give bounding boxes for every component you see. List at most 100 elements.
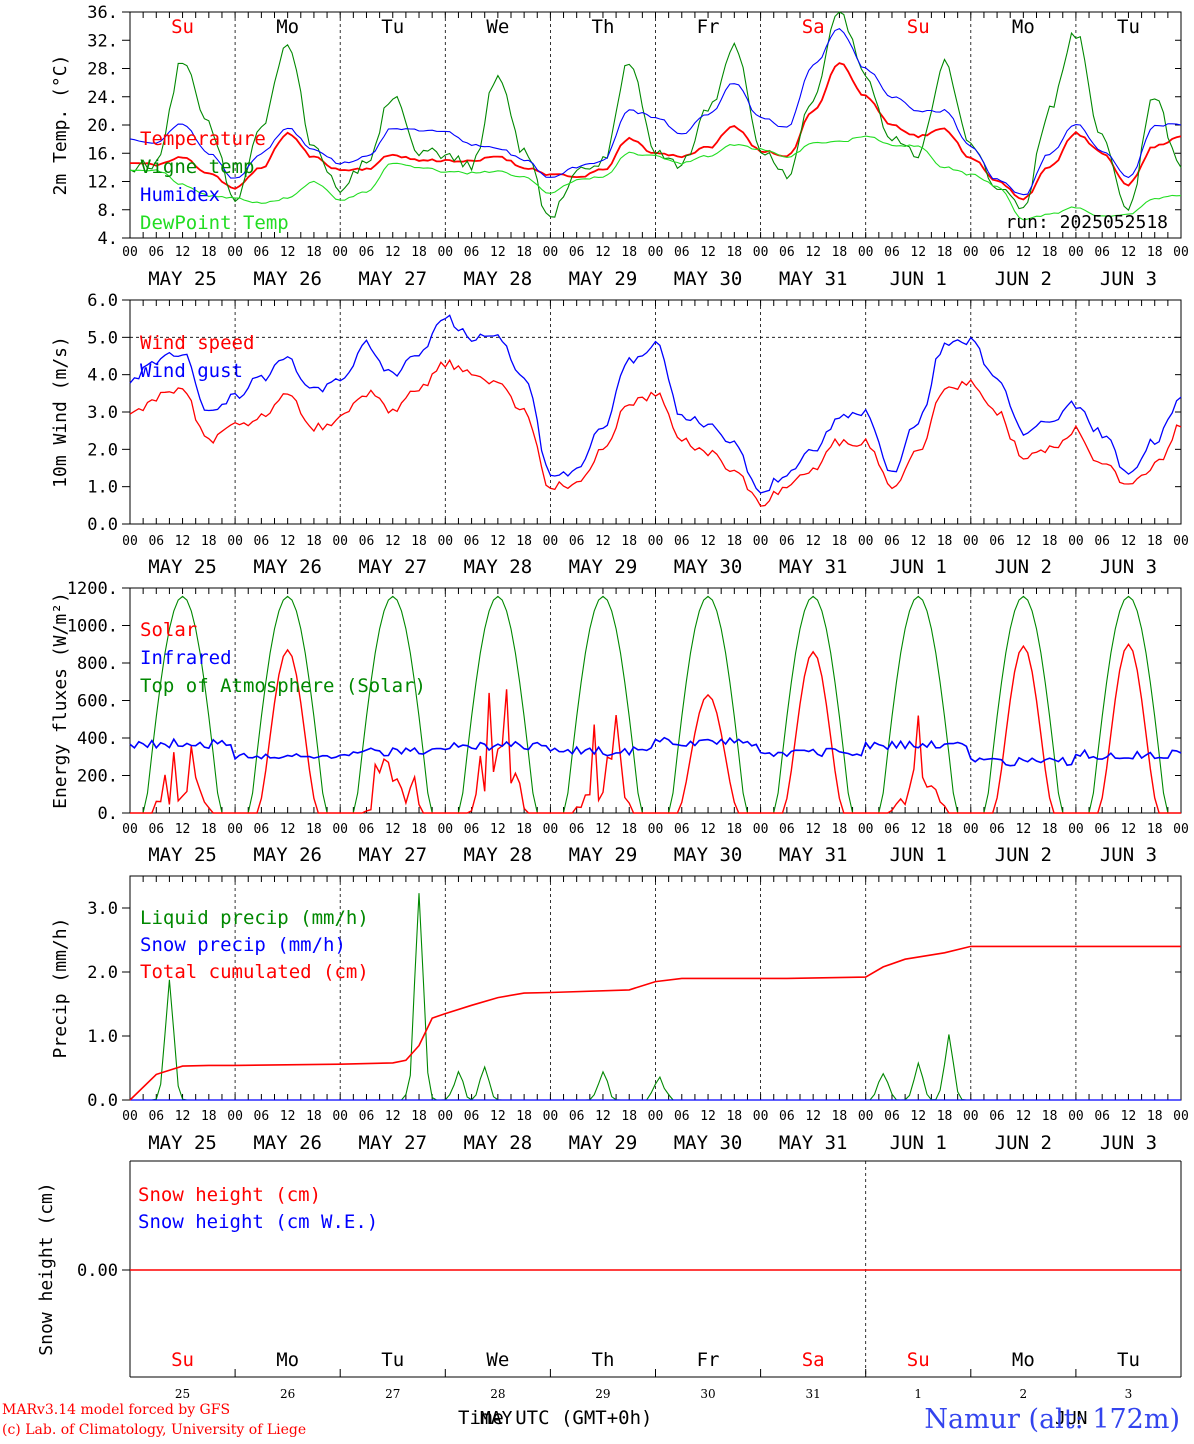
energy-ytick-label: 600. — [77, 692, 118, 712]
energy-hour-tick-label: 18 — [1042, 822, 1058, 837]
energy-hour-tick-label: 00 — [227, 822, 243, 837]
precip-hour-tick-label: 18 — [832, 1109, 848, 1124]
precip-hour-tick-label: 00 — [858, 1109, 874, 1124]
wind-ytick-label: 5.0 — [87, 328, 118, 348]
wind-date-label: MAY 29 — [569, 556, 638, 578]
snow-weekday-label: Sa — [802, 1349, 825, 1371]
wind-frame — [129, 299, 1182, 525]
wind-date-label: MAY 25 — [148, 556, 217, 578]
energy-hour-tick-label: 00 — [1068, 822, 1084, 837]
lab-credit: (c) Lab. of Climatology, University of L… — [2, 1422, 306, 1438]
precip-hour-tick-label: 00 — [963, 1109, 979, 1124]
temp-hour-tick-label: 06 — [464, 245, 480, 260]
energy-legend-entry: Top of Atmosphere (Solar) — [140, 675, 426, 697]
energy-date-label: MAY 25 — [148, 844, 217, 866]
wind-hour-tick-label: 18 — [1147, 534, 1163, 549]
temp-hour-tick-label: 00 — [1068, 245, 1084, 260]
energy-hour-tick-label: 00 — [543, 822, 559, 837]
wind-hour-tick-label: 06 — [359, 534, 375, 549]
precip-hour-tick-label: 00 — [437, 1109, 453, 1124]
precip-date-label: MAY 29 — [569, 1132, 638, 1154]
precip-date-label: JUN 3 — [1100, 1132, 1157, 1154]
run-annotation: run: 2025052518 — [1005, 212, 1168, 233]
precip-date-label: JUN 1 — [890, 1132, 947, 1154]
precip-hour-tick-label: 00 — [332, 1109, 348, 1124]
energy-date-label: MAY 27 — [358, 844, 427, 866]
temp-weekday-label: Su — [171, 16, 194, 38]
temp-weekday-label: Su — [907, 16, 930, 38]
temp-hour-tick-label: 06 — [254, 245, 270, 260]
temp-series-line — [129, 135, 1182, 221]
energy-hour-tick-label: 00 — [122, 822, 138, 837]
wind-date-label: JUN 2 — [995, 556, 1052, 578]
snow-day-number: 3 — [1125, 1387, 1133, 1401]
energy-solar-line — [130, 643, 1181, 814]
temp-date-label: JUN 3 — [1100, 268, 1157, 290]
precip-hour-tick-label: 18 — [516, 1109, 532, 1124]
precip-hour-tick-label: 06 — [1094, 1109, 1110, 1124]
temp-hour-tick-label: 00 — [332, 245, 348, 260]
wind-hour-tick-label: 00 — [122, 534, 138, 549]
temp-hour-tick-label: 06 — [569, 245, 585, 260]
temp-hour-tick-label: 00 — [858, 245, 874, 260]
energy-hour-tick-label: 00 — [332, 822, 348, 837]
temp-legend-entry: Temperature — [140, 128, 266, 150]
wind-hour-tick-label: 12 — [700, 534, 716, 549]
precip-ytick-label: 1.0 — [87, 1027, 118, 1047]
energy-ytick-label: 0. — [98, 804, 118, 824]
temp-weekday-label: Tu — [1117, 16, 1140, 38]
wind-hour-tick-label: 12 — [1016, 534, 1032, 549]
temp-ytick-label: 28. — [87, 60, 118, 80]
wind-hour-tick-label: 00 — [543, 534, 559, 549]
precip-ytick-label: 0.0 — [87, 1091, 118, 1111]
temp-hour-tick-label: 18 — [726, 245, 742, 260]
temp-weekday-label: Mo — [1012, 16, 1035, 38]
energy-legend-entry: Solar — [140, 619, 197, 641]
precip-date-label: MAY 26 — [253, 1132, 322, 1154]
temp-legend-entry: Humidex — [140, 184, 220, 206]
energy-hour-tick-label: 06 — [464, 822, 480, 837]
precip-legend-entry: Liquid precip (mm/h) — [140, 907, 369, 929]
wind-date-label: MAY 26 — [253, 556, 322, 578]
wind-hour-tick-label: 12 — [490, 534, 506, 549]
energy-hour-tick-label: 06 — [1094, 822, 1110, 837]
precip-hour-tick-label: 12 — [280, 1109, 296, 1124]
temp-hour-tick-label: 12 — [280, 245, 296, 260]
wind-date-label: MAY 31 — [779, 556, 848, 578]
wind-hour-tick-label: 18 — [832, 534, 848, 549]
precip-hour-tick-label: 18 — [201, 1109, 217, 1124]
wind-hour-tick-label: 18 — [937, 534, 953, 549]
temp-series-line — [130, 62, 1182, 201]
energy-hour-tick-label: 12 — [595, 822, 611, 837]
wind-legend-entry: Wind gust — [140, 360, 243, 382]
temp-date-label: JUN 2 — [995, 268, 1052, 290]
temp-weekday-label: Sa — [802, 16, 825, 38]
temp-hour-tick-label: 06 — [779, 245, 795, 260]
precip-hour-tick-label: 06 — [674, 1109, 690, 1124]
temp-hour-tick-label: 12 — [490, 245, 506, 260]
energy-hour-tick-label: 18 — [306, 822, 322, 837]
energy-date-label: MAY 28 — [464, 844, 533, 866]
wind-ytick-label: 3.0 — [87, 403, 118, 423]
temp-ylabel: 2m Temp. (°C) — [50, 55, 71, 196]
precip-hour-tick-label: 06 — [989, 1109, 1005, 1124]
temp-hour-tick-label: 18 — [201, 245, 217, 260]
temp-hour-tick-label: 12 — [175, 245, 191, 260]
precip-hour-tick-label: 12 — [175, 1109, 191, 1124]
temp-hour-tick-label: 00 — [648, 245, 664, 260]
energy-hour-tick-label: 00 — [437, 822, 453, 837]
wind-date-label: MAY 30 — [674, 556, 743, 578]
energy-ytick-label: 800. — [77, 654, 118, 674]
model-credit: MARv3.14 model forced by GFS — [2, 1402, 230, 1418]
temp-hour-tick-label: 06 — [674, 245, 690, 260]
wind-hour-tick-label: 06 — [569, 534, 585, 549]
wind-ylabel: 10m Wind (m/s) — [50, 336, 71, 488]
temp-date-label: MAY 26 — [253, 268, 322, 290]
temp-weekday-label: Th — [592, 16, 615, 38]
precip-hour-tick-label: 06 — [148, 1109, 164, 1124]
wind-ytick-label: 0.0 — [87, 515, 118, 535]
snow-weekday-label: Fr — [697, 1349, 720, 1371]
snow-weekday-label: Mo — [1012, 1349, 1035, 1371]
energy-date-label: JUN 3 — [1100, 844, 1157, 866]
